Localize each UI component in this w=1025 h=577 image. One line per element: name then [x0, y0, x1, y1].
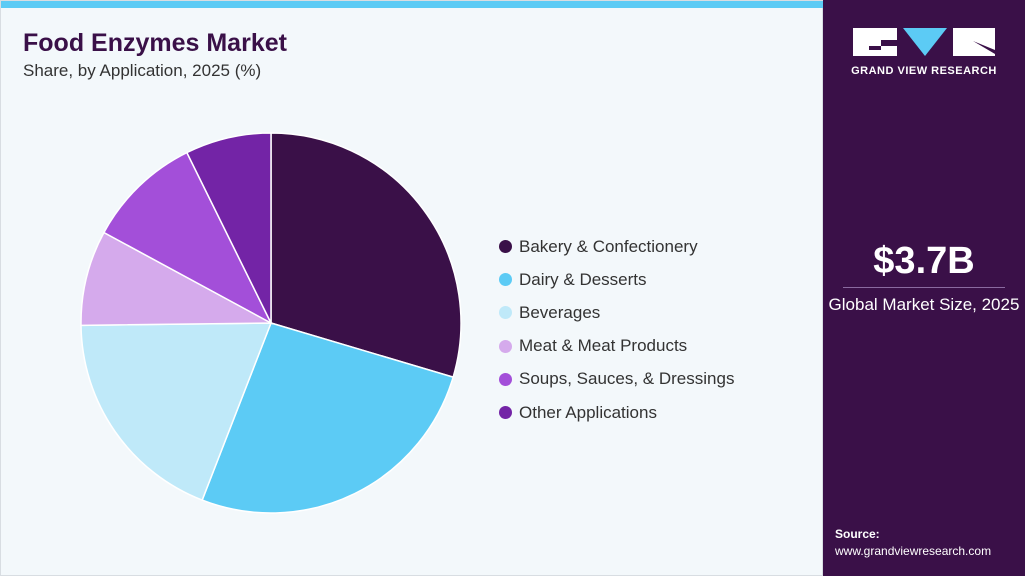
market-size-label: Global Market Size, 2025: [828, 295, 1020, 314]
legend-item: Soups, Sauces, & Dressings: [499, 363, 734, 396]
legend-item: Beverages: [499, 296, 734, 329]
legend-swatch: [499, 372, 512, 386]
source-url[interactable]: www.grandviewresearch.com: [835, 544, 992, 558]
source-label: Source:: [835, 527, 880, 541]
legend-label: Bakery & Confectionery: [519, 236, 698, 256]
sidebar: GRAND VIEW RESEARCH $3.7B Global Market …: [823, 0, 1025, 576]
legend-item: Other Applications: [499, 396, 734, 429]
legend-label: Meat & Meat Products: [519, 336, 688, 356]
divider: [843, 287, 1005, 288]
legend-swatch: [499, 339, 512, 353]
legend: Bakery & Confectionery Dairy & Desserts Be…: [499, 230, 734, 429]
legend-label: Soups, Sauces, & Dressings: [519, 369, 735, 389]
logo-text: GRAND VIEW RESEARCH: [851, 65, 997, 77]
legend-item: Bakery & Confectionery: [499, 230, 734, 263]
legend-swatch: [499, 406, 512, 420]
pie-slice-bakery-confectionery: [270, 132, 462, 379]
chart-subtitle: Share, by Application, 2025 (%): [23, 61, 262, 80]
legend-item: Meat & Meat Products: [499, 330, 734, 363]
legend-item: Dairy & Desserts: [499, 263, 734, 296]
accent-bar: [1, 1, 824, 8]
market-size-value: $3.7B: [873, 240, 975, 282]
pie-slice-beverages: [80, 322, 273, 502]
legend-swatch: [499, 273, 512, 287]
pie-chart: [80, 132, 462, 514]
pie-slice-meat-meat-products: [80, 231, 274, 327]
pie-slice-other-applications: [185, 132, 272, 324]
pie-slice-dairy-desserts: [201, 322, 455, 514]
legend-label: Other Applications: [519, 402, 657, 422]
legend-label: Dairy & Desserts: [519, 269, 647, 289]
legend-label: Beverages: [519, 302, 601, 322]
legend-swatch: [499, 240, 512, 254]
chart-title: Food Enzymes Market: [23, 29, 287, 57]
pie-slice-soups-sauces-dressings: [102, 151, 273, 325]
legend-swatch: [499, 306, 512, 320]
source: Source: www.grandviewresearch.com: [835, 526, 991, 560]
chart-panel: Food Enzymes Market Share, by Applicatio…: [0, 0, 824, 576]
gvr-logo: [853, 28, 995, 56]
